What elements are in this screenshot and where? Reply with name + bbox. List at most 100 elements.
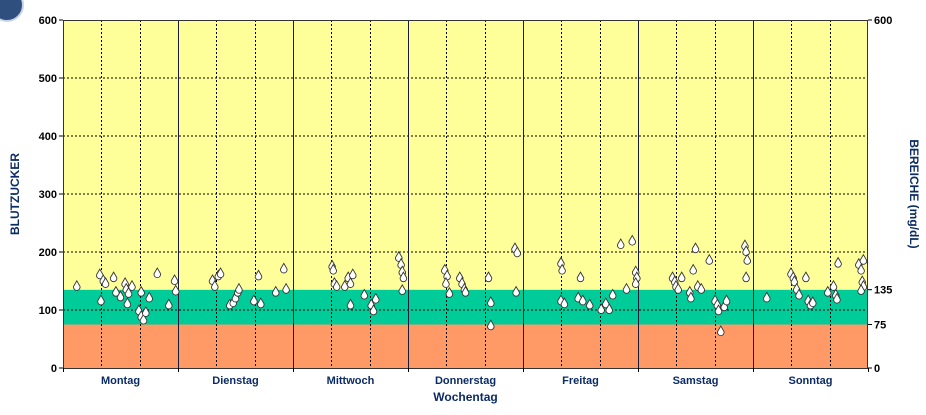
glucose-point[interactable]	[705, 253, 713, 265]
day-label-sonntag: Sonntag	[789, 375, 833, 387]
glucose-point[interactable]	[170, 274, 179, 286]
glucose-point[interactable]	[689, 263, 697, 275]
day-label-mittwoch: Mittwoch	[327, 375, 375, 387]
y-tick-label: 300	[39, 189, 57, 201]
glucose-point[interactable]	[282, 282, 290, 294]
glucose-point[interactable]	[857, 263, 865, 275]
glucose-point[interactable]	[576, 271, 585, 283]
right-axis-ticks: 0 75 135 600	[868, 15, 892, 375]
y-axis-title-right: BEREICHE (mg/dL)	[907, 139, 921, 248]
glucose-point[interactable]	[235, 282, 243, 294]
glucose-point[interactable]	[795, 288, 803, 300]
glucose-point[interactable]	[609, 288, 617, 300]
y-tick-label: 0	[51, 363, 57, 375]
right-tick-label: 0	[874, 363, 880, 375]
glucose-point[interactable]	[399, 271, 408, 283]
gridlines	[63, 20, 868, 368]
glucose-point[interactable]	[109, 271, 118, 283]
glucose-point[interactable]	[558, 263, 566, 275]
glucose-point[interactable]	[280, 262, 288, 274]
glucose-point[interactable]	[617, 238, 625, 250]
glucose-point[interactable]	[346, 277, 355, 288]
glucose-point[interactable]	[142, 306, 150, 317]
glucose-point[interactable]	[834, 256, 842, 268]
glucose-point[interactable]	[112, 285, 120, 297]
x-axis-title: Wochentag	[433, 390, 497, 404]
left-axis-ticks: 0 100 200 300 400 500 600	[39, 15, 63, 375]
glucose-point[interactable]	[714, 304, 723, 316]
glucose-point[interactable]	[512, 285, 520, 297]
glucose-point[interactable]	[597, 303, 605, 315]
glucose-point[interactable]	[484, 271, 493, 283]
glucose-point[interactable]	[231, 291, 240, 303]
glucose-point[interactable]	[124, 286, 133, 298]
glucose-point[interactable]	[632, 277, 640, 288]
glucose-point[interactable]	[398, 283, 406, 295]
glucose-point[interactable]	[346, 298, 355, 310]
glucose-point[interactable]	[395, 250, 403, 262]
glucose-point[interactable]	[717, 325, 725, 337]
glucose-point[interactable]	[272, 285, 280, 297]
glucose-point[interactable]	[691, 242, 700, 254]
glucose-point[interactable]	[697, 282, 705, 294]
glucose-point[interactable]	[742, 245, 750, 257]
glucose-point[interactable]	[720, 300, 728, 312]
glucose-point[interactable]	[101, 277, 110, 288]
glucose-point[interactable]	[859, 253, 868, 265]
glucose-point[interactable]	[250, 294, 258, 306]
glucose-point[interactable]	[116, 290, 125, 302]
glucose-point[interactable]	[329, 263, 337, 275]
glucose-point[interactable]	[857, 283, 865, 295]
glucose-point[interactable]	[372, 292, 380, 304]
glucose-point[interactable]	[445, 286, 454, 298]
glucose-point[interactable]	[360, 288, 368, 300]
glucose-point[interactable]	[513, 246, 521, 258]
glucose-point[interactable]	[763, 291, 771, 303]
glucose-point[interactable]	[605, 303, 613, 315]
y-tick-label: 600	[39, 15, 57, 27]
range-bands	[63, 20, 868, 368]
glucose-point[interactable]	[487, 296, 495, 308]
glucose-point[interactable]	[809, 296, 817, 308]
glucose-point[interactable]	[586, 298, 594, 310]
glucose-point[interactable]	[628, 234, 636, 246]
glucose-point[interactable]	[622, 282, 631, 294]
glucose-point[interactable]	[560, 297, 569, 309]
glucose-point[interactable]	[139, 313, 148, 325]
glucose-point[interactable]	[678, 271, 686, 283]
glucose-point[interactable]	[349, 268, 357, 280]
glucose-point[interactable]	[369, 304, 378, 316]
glucose-point[interactable]	[442, 277, 450, 288]
glucose-point[interactable]	[487, 319, 495, 331]
glucose-point[interactable]	[172, 284, 180, 296]
glucose-point[interactable]	[73, 279, 81, 291]
day-label-samstag: Samstag	[673, 375, 719, 387]
glucose-point[interactable]	[333, 279, 341, 291]
glucose-point[interactable]	[216, 267, 225, 279]
glucose-point[interactable]	[165, 298, 173, 310]
glucose-point[interactable]	[257, 297, 265, 309]
glucose-point[interactable]	[722, 294, 731, 306]
glucose-point[interactable]	[461, 285, 470, 297]
glucose-point[interactable]	[829, 279, 838, 291]
glucose-point[interactable]	[153, 267, 161, 279]
glucose-point[interactable]	[128, 279, 136, 291]
glucose-point[interactable]	[97, 294, 105, 306]
right-tick-label: 600	[874, 15, 892, 27]
glucose-point[interactable]	[687, 291, 695, 303]
glucose-point[interactable]	[137, 285, 145, 297]
glucose-point[interactable]	[743, 253, 751, 265]
glucose-point[interactable]	[833, 292, 841, 304]
glucose-point[interactable]	[579, 294, 587, 306]
glucose-point[interactable]	[674, 282, 682, 294]
glucose-point[interactable]	[123, 297, 132, 309]
glucose-point[interactable]	[211, 279, 219, 291]
glucose-point[interactable]	[145, 291, 153, 303]
glucose-point[interactable]	[254, 269, 263, 281]
glucose-point[interactable]	[802, 271, 810, 283]
glucose-point[interactable]	[824, 285, 832, 297]
glucose-point[interactable]	[742, 271, 750, 283]
glucose-point[interactable]	[229, 296, 237, 308]
glucose-point[interactable]	[790, 275, 799, 287]
